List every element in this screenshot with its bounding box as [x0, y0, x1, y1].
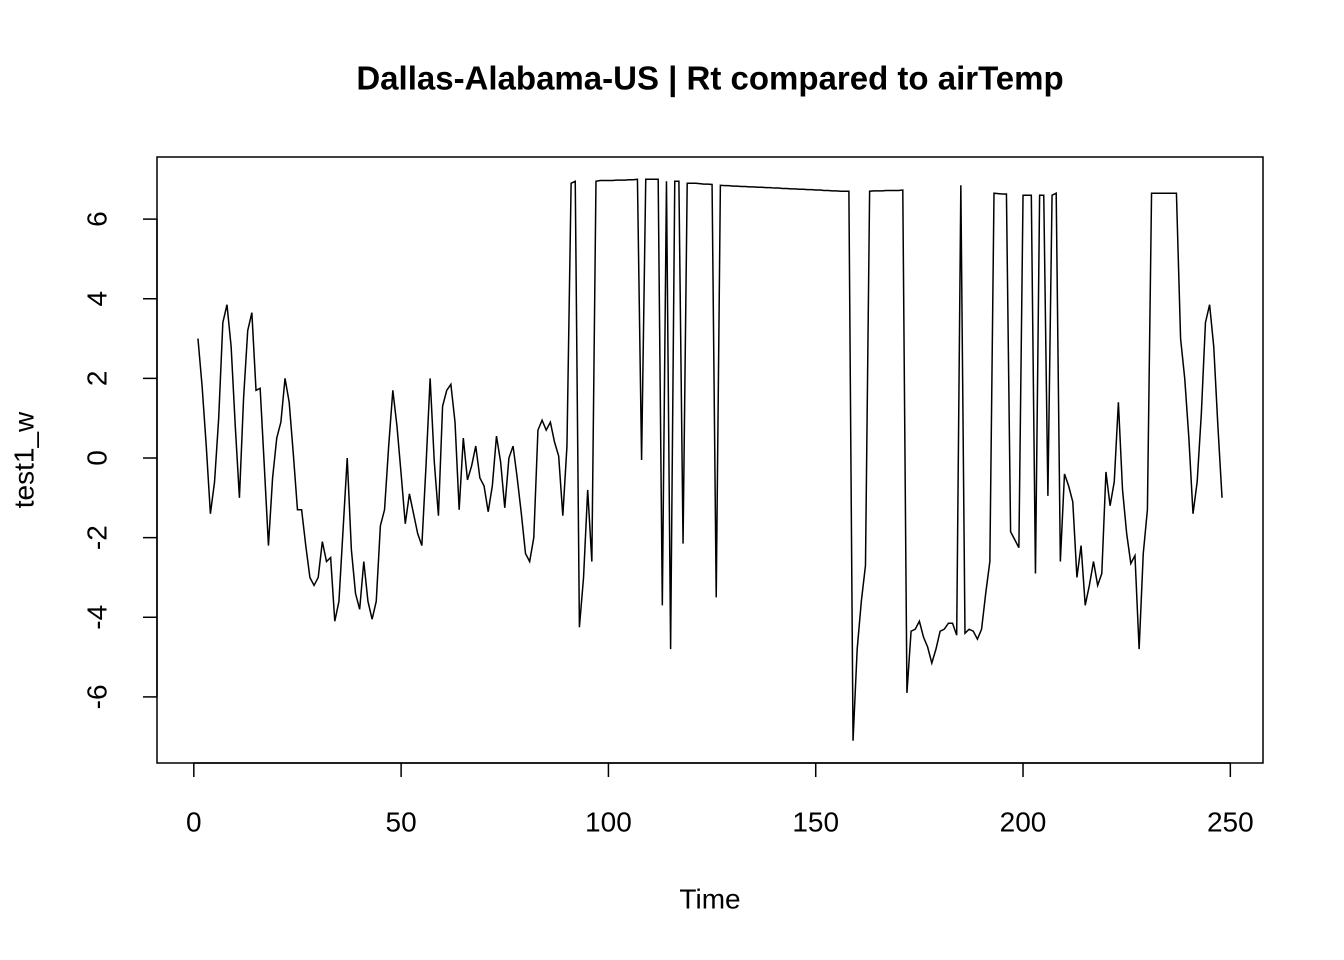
y-tick-label: -6	[81, 684, 112, 709]
y-tick-label: -4	[81, 605, 112, 630]
x-tick-label: 200	[1000, 806, 1047, 837]
y-axis-label: test1_w	[8, 411, 39, 508]
x-tick-label: 250	[1207, 806, 1254, 837]
y-tick-label: 6	[81, 211, 112, 227]
x-tick-label: 0	[186, 806, 202, 837]
x-tick-label: 150	[792, 806, 839, 837]
x-axis-label: Time	[679, 883, 740, 914]
y-tick-label: 4	[81, 291, 112, 307]
data-line	[197, 178, 1223, 741]
chart-title: Dallas-Alabama-US | Rt compared to airTe…	[356, 60, 1063, 97]
x-tick-label: 100	[585, 806, 632, 837]
x-tick-label: 50	[386, 806, 417, 837]
y-tick-label: 0	[81, 450, 112, 466]
y-tick-label: 2	[81, 371, 112, 387]
y-tick-label: -2	[81, 525, 112, 550]
